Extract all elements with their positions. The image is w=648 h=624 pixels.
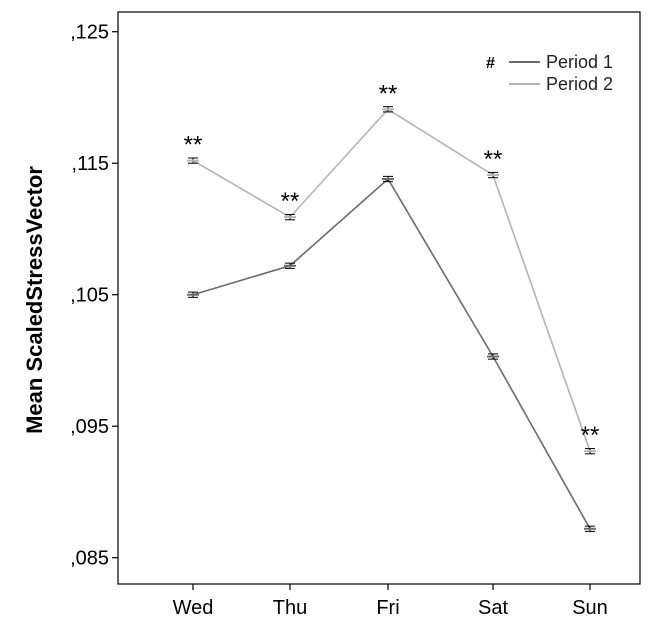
legend-label: Period 1 — [546, 52, 613, 72]
y-axis-title: Mean ScaledStressVector — [22, 166, 47, 434]
x-tick-label: Thu — [273, 597, 307, 619]
annotation-layer: ** ** ** ** ** — [184, 80, 600, 449]
series-layer — [187, 106, 596, 532]
significance-annotation: ** — [484, 146, 503, 173]
legend-marker: # — [486, 55, 495, 72]
error-bar — [382, 106, 394, 113]
series-1 — [187, 175, 596, 532]
x-axis: Wed Thu Fri Sat Sun — [173, 584, 608, 619]
y-tick-label: ,115 — [72, 153, 109, 175]
y-tick-label: ,125 — [70, 22, 109, 44]
error-bar — [187, 157, 199, 164]
error-bar — [487, 353, 499, 360]
error-bar — [284, 262, 296, 269]
x-tick-label: Fri — [376, 597, 399, 619]
plot-frame — [117, 11, 641, 585]
significance-annotation: ** — [184, 132, 203, 159]
x-tick-label: Wed — [173, 597, 214, 619]
y-tick-label: ,085 — [70, 548, 109, 570]
error-bar — [584, 525, 596, 532]
y-tick-label: ,095 — [70, 416, 109, 438]
y-axis: ,085 ,095 ,105 ,115 ,125 — [70, 22, 118, 570]
plot-area — [117, 11, 641, 585]
significance-annotation: ** — [379, 80, 398, 107]
y-tick-label: ,105 — [70, 285, 109, 307]
x-tick-label: Sun — [572, 597, 608, 619]
error-bar — [382, 175, 394, 183]
error-bar — [487, 171, 499, 179]
error-bar — [187, 291, 199, 298]
significance-annotation: ** — [281, 188, 300, 215]
x-tick-label: Sat — [478, 597, 508, 619]
series-2 — [187, 106, 596, 455]
significance-annotation: ** — [581, 422, 600, 449]
error-bar — [584, 448, 596, 455]
error-bar — [284, 214, 296, 221]
legend-label: Period 2 — [546, 74, 613, 94]
